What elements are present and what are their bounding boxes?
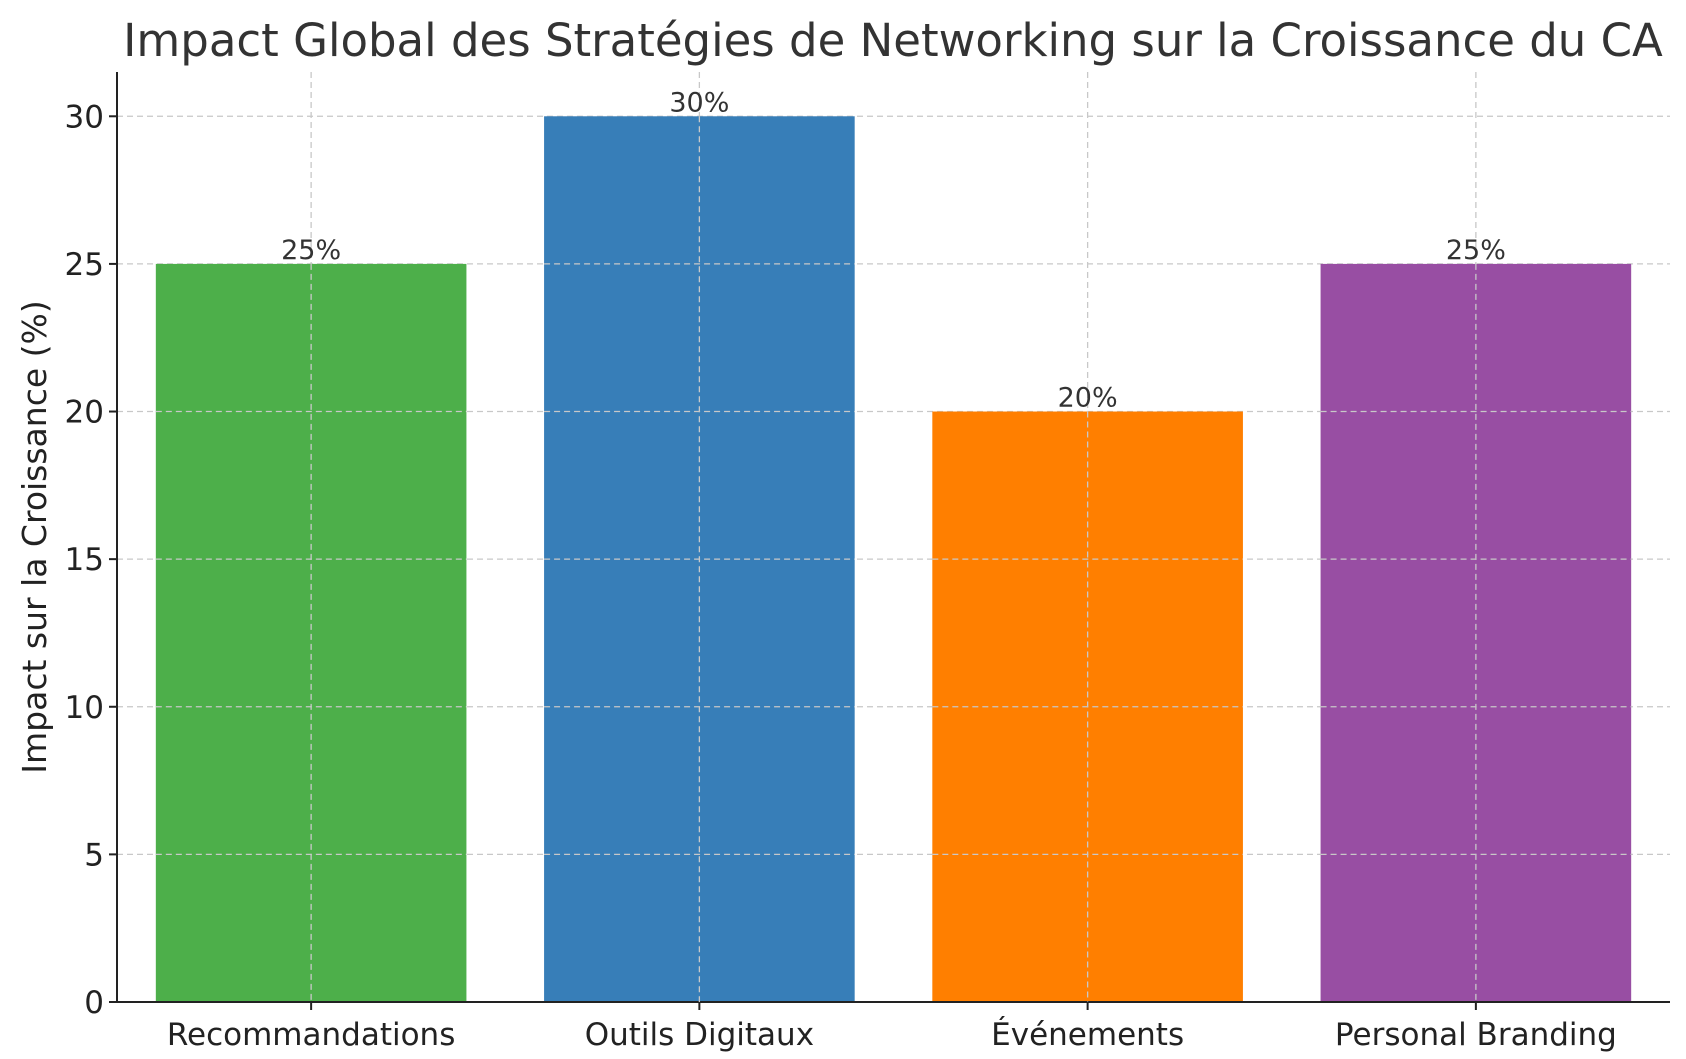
- y-axis-label: Impact sur la Croissance (%): [15, 300, 54, 773]
- y-tick-label: 15: [65, 542, 104, 578]
- x-tick-label: Événements: [991, 1017, 1184, 1053]
- data-label: 20%: [1058, 383, 1118, 414]
- x-tick-label: Personal Branding: [1335, 1017, 1617, 1053]
- y-tick-label: 5: [84, 837, 104, 873]
- y-tick-label: 10: [65, 690, 104, 726]
- chart-title: Impact Global des Stratégies de Networki…: [123, 14, 1663, 67]
- y-tick-label: 25: [65, 247, 104, 283]
- x-tick-label: Recommandations: [167, 1017, 455, 1053]
- axes: [116, 72, 1670, 1003]
- y-tick-label: 30: [65, 99, 104, 135]
- data-label: 30%: [669, 87, 729, 118]
- data-label: 25%: [281, 235, 341, 266]
- tick-labels: 0 5 10 15 20 25 30 Recommandations Outils Digita…: [65, 99, 1617, 1053]
- x-tick-label: Outils Digitaux: [585, 1017, 814, 1053]
- data-labels: 25% 30% 20% 25%: [155, 87, 1632, 1002]
- y-tick-label: 0: [84, 985, 104, 1021]
- data-label: 25%: [1446, 235, 1506, 266]
- y-tick-label: 20: [65, 395, 104, 431]
